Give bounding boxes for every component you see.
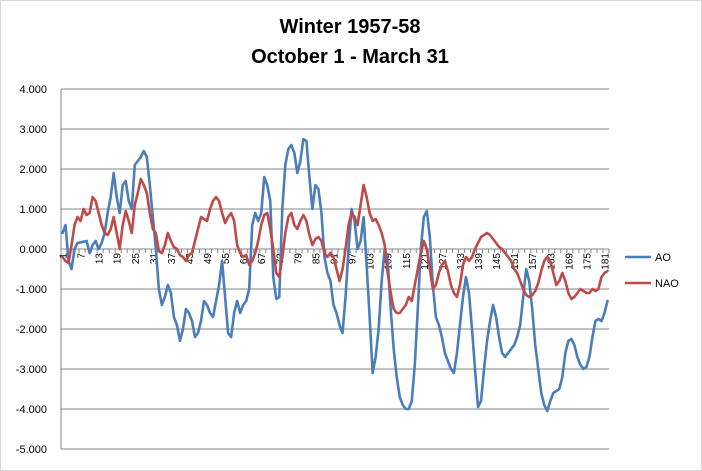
x-tick-label: 157 — [528, 253, 539, 270]
legend-label-ao: AO — [655, 252, 671, 264]
x-tick-label: 115 — [402, 253, 413, 269]
x-tick-label: 19 — [113, 253, 124, 265]
y-tick-label: 4.000 — [19, 84, 47, 96]
x-tick-label: 169 — [564, 253, 575, 270]
x-tick-label: 49 — [203, 253, 214, 265]
x-tick-label: 145 — [492, 253, 503, 270]
x-tick-label: 103 — [366, 253, 377, 270]
x-tick-label: 55 — [221, 253, 232, 265]
legend-label-nao: NAO — [655, 278, 679, 290]
x-tick-label: 85 — [311, 253, 322, 265]
series-line-ao — [61, 137, 609, 413]
y-tick-label: 3.000 — [19, 124, 47, 136]
x-tick-label: 133 — [456, 253, 467, 270]
x-tick-label: 67 — [257, 253, 268, 265]
y-tick-label: -2.000 — [16, 324, 47, 336]
y-tick-label: -3.000 — [16, 364, 47, 376]
x-tick-label: 97 — [348, 253, 359, 265]
chart-subtitle: October 1 - March 31 — [251, 46, 449, 68]
y-tick-label: -1.000 — [16, 284, 47, 296]
y-tick-label: 1.000 — [19, 204, 47, 216]
x-tick-label: 1 — [59, 253, 70, 259]
x-tick-label: 181 — [600, 253, 611, 270]
x-tick-label: 13 — [95, 253, 106, 265]
x-tick-label: 79 — [293, 253, 304, 265]
y-tick-label: -4.000 — [16, 404, 47, 416]
x-tick-label: 163 — [546, 253, 557, 270]
y-tick-label: 0.000 — [19, 244, 47, 256]
x-tick-label: 25 — [131, 253, 142, 265]
y-tick-label: 2.000 — [19, 164, 47, 176]
series-line-nao — [61, 177, 609, 315]
x-tick-label: 151 — [510, 253, 521, 270]
x-tick-label: 61 — [239, 253, 250, 265]
x-tick-label: 175 — [582, 253, 593, 270]
y-axis: 4.000 3.000 2.000 1.000 0.000 -1.000 -2.000 -3.… — [16, 84, 62, 456]
x-tick-label: 37 — [167, 253, 178, 265]
series-lines — [61, 137, 609, 413]
y-tick-label: -5.000 — [16, 444, 47, 456]
x-tick-label: 139 — [474, 253, 485, 270]
legend: AO NAO — [625, 252, 679, 290]
x-tick-label: 31 — [149, 253, 160, 265]
x-tick-label: 109 — [384, 253, 395, 270]
chart-title: Winter 1957-58 — [279, 16, 421, 38]
x-tick-label: 43 — [185, 253, 196, 265]
x-tick-label: 121 — [420, 253, 431, 270]
x-tick-label: 7 — [77, 253, 88, 259]
